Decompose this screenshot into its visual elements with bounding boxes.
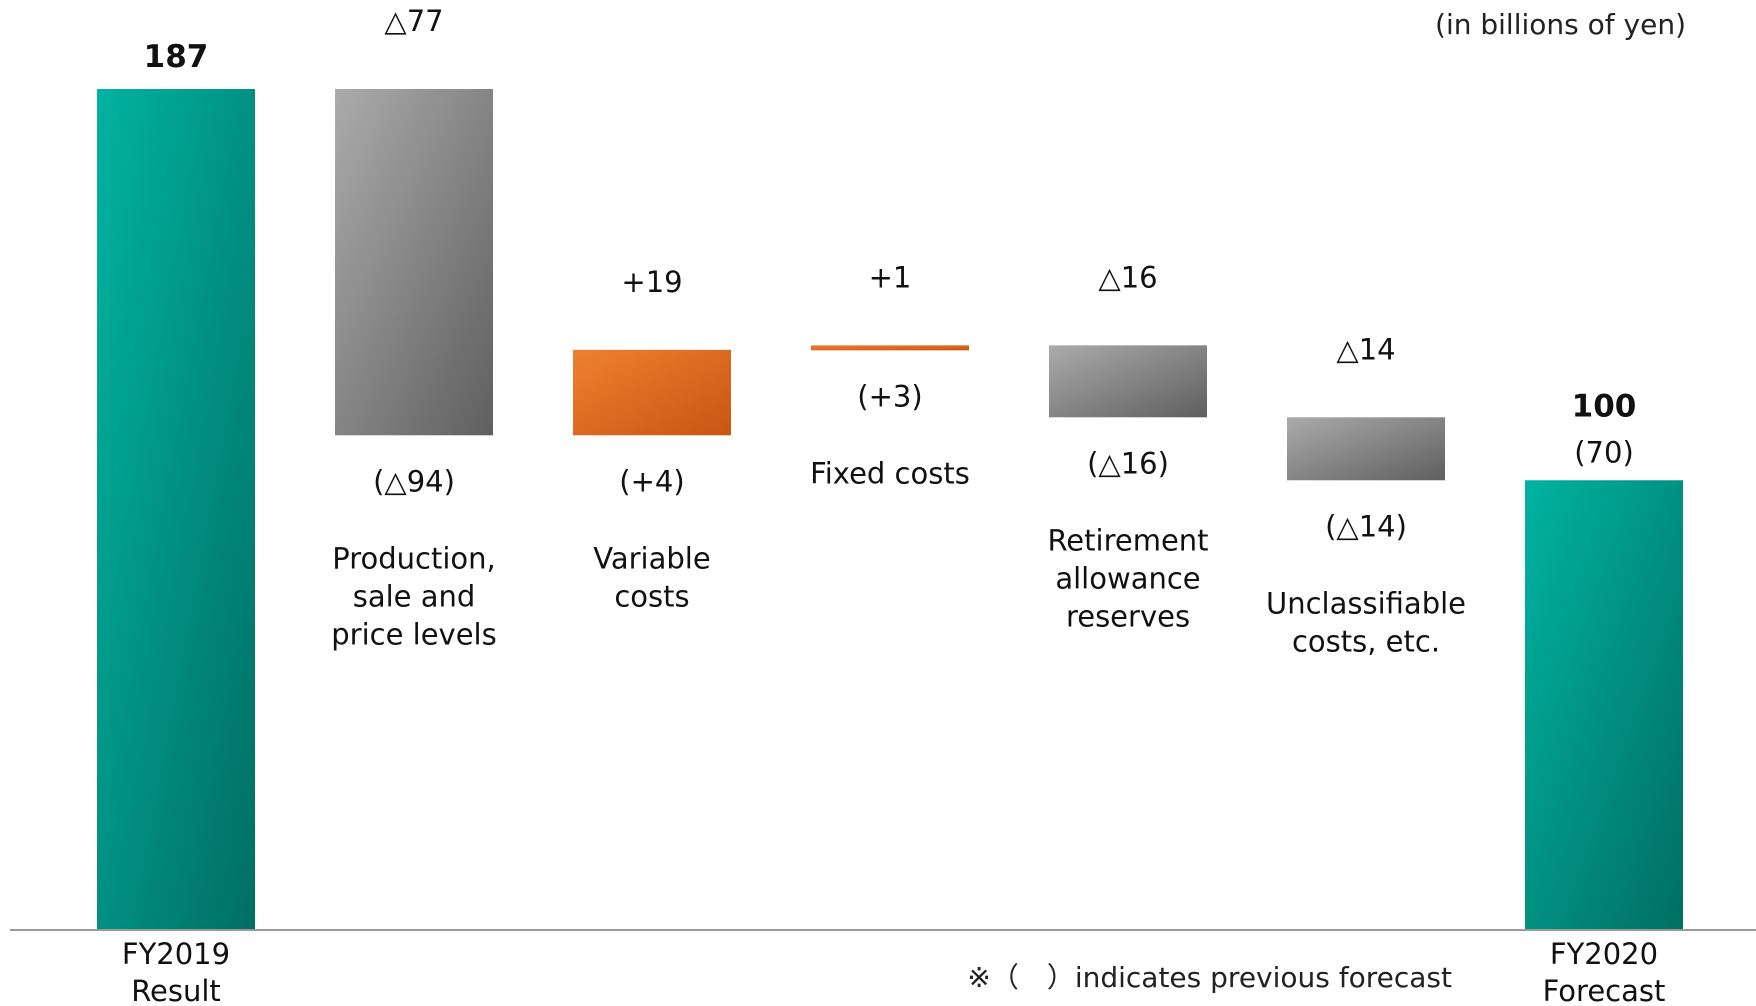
category-label-1-line-2: Result	[131, 974, 221, 1006]
category-label-5-line-1: Retirement	[1047, 523, 1208, 557]
bar-5	[1049, 345, 1207, 418]
value-label-1: 187	[144, 39, 209, 75]
prev-forecast-label-3: (+4)	[619, 464, 684, 498]
value-label-2: △77	[384, 4, 443, 38]
category-label-6-line-2: costs, etc.	[1292, 624, 1440, 658]
bar-2	[335, 89, 493, 436]
bar-3	[573, 349, 731, 436]
value-label-6: △14	[1336, 332, 1395, 366]
unit-note: (in billions of yen)	[1435, 8, 1686, 41]
bar-6	[1287, 417, 1445, 481]
value-label-3: +19	[621, 265, 682, 299]
prev-forecast-label-4: (+3)	[857, 379, 922, 413]
prev-forecast-label-5: (△16)	[1087, 446, 1169, 480]
prev-forecast-label-2: (△94)	[373, 464, 455, 498]
category-label-7-line-2: Forecast	[1543, 974, 1666, 1006]
category-label-2-line-2: sale and	[353, 579, 476, 613]
value-label-5: △16	[1098, 260, 1157, 294]
bar-1	[97, 89, 255, 930]
category-label-4-line-1: Fixed costs	[810, 456, 970, 490]
footnote: ※（ ）indicates previous forecast	[967, 961, 1452, 994]
bar-4	[811, 345, 969, 351]
category-label-7-line-1: FY2020	[1550, 937, 1658, 971]
value-label-4: +1	[869, 260, 912, 294]
category-label-6-line-1: Unclassifiable	[1266, 586, 1466, 620]
category-label-3-line-2: costs	[614, 579, 689, 613]
category-label-5-line-3: reserves	[1066, 599, 1190, 633]
category-label-3-line-1: Variable	[593, 541, 710, 575]
category-label-1-line-1: FY2019	[122, 937, 230, 971]
value-label-7: 100	[1572, 388, 1637, 424]
bar-7	[1525, 480, 1683, 930]
category-label-2-line-3: price levels	[331, 617, 496, 651]
category-label-5-line-2: allowance	[1055, 561, 1200, 595]
prev-forecast-label-6: (△14)	[1325, 509, 1407, 543]
category-label-2-line-1: Production,	[332, 541, 496, 575]
bars-layer	[97, 89, 1683, 930]
prev-forecast-label-7: (70)	[1574, 435, 1634, 469]
